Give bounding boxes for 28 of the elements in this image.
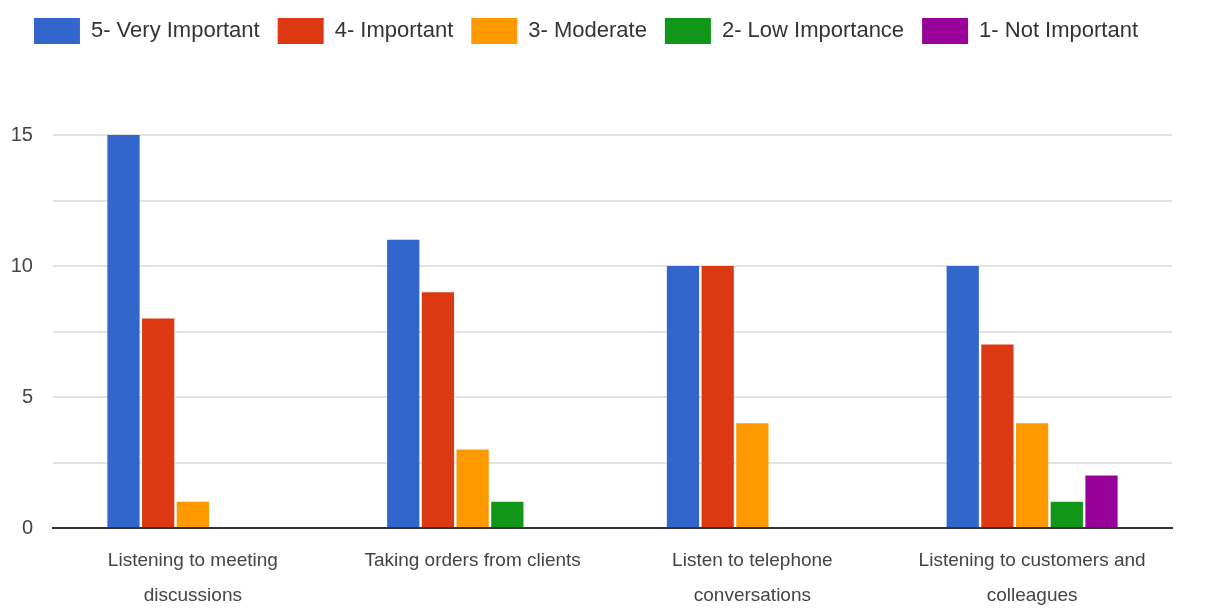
legend-label: 1- Not Important bbox=[979, 17, 1139, 43]
bar bbox=[701, 266, 734, 527]
y-tick-label: 15 bbox=[10, 122, 33, 145]
bar bbox=[1016, 423, 1049, 527]
bar bbox=[981, 344, 1014, 527]
bar bbox=[421, 292, 455, 527]
legend-label: 4- Important bbox=[334, 17, 454, 43]
legend-label: 5- Very Important bbox=[90, 17, 260, 43]
bar bbox=[491, 501, 524, 527]
legend-label: 2- Low Importance bbox=[721, 17, 905, 43]
bar bbox=[1050, 501, 1083, 527]
bar bbox=[1085, 475, 1118, 527]
bar bbox=[387, 239, 420, 527]
bar bbox=[176, 501, 210, 527]
legend-label: 3- Moderate bbox=[528, 17, 647, 43]
x-tick-label: Listen to telephone conversations bbox=[672, 548, 833, 605]
bar bbox=[142, 318, 175, 527]
y-tick-label: 0 bbox=[21, 515, 33, 538]
x-tick-label: Listening to meeting discussions bbox=[107, 548, 278, 605]
y-tick-label: 5 bbox=[21, 384, 33, 407]
y-tick-label: 10 bbox=[10, 253, 33, 276]
bar bbox=[456, 449, 489, 527]
bar bbox=[946, 266, 979, 527]
x-tick-label: Taking orders from clients bbox=[364, 548, 581, 570]
bar bbox=[107, 135, 140, 527]
bar bbox=[666, 266, 700, 527]
bar bbox=[736, 423, 769, 527]
x-tick-label: Listening to customers and colleagues bbox=[918, 548, 1146, 605]
